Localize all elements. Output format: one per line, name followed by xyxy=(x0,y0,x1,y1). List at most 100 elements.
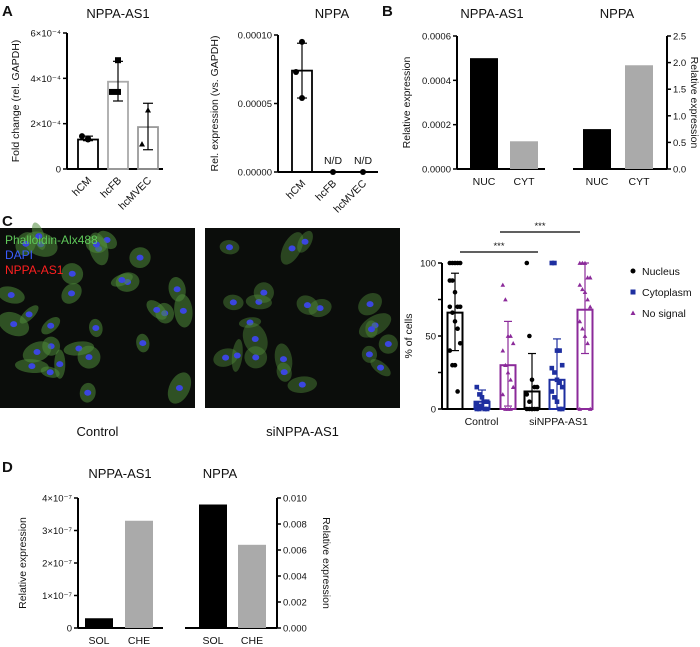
x-tick-label: hcFB xyxy=(313,178,339,204)
nucleus xyxy=(35,233,43,240)
data-point xyxy=(559,384,565,390)
data-point xyxy=(500,392,506,397)
nd-label: N/D xyxy=(324,155,343,167)
x-tick-label: SOL xyxy=(202,635,223,647)
nucleus xyxy=(377,364,385,371)
data-point xyxy=(299,38,305,45)
bar xyxy=(125,520,153,628)
x-tick-label: NUC xyxy=(586,176,609,188)
data-point xyxy=(508,333,513,338)
nucleus xyxy=(92,241,100,248)
data-point xyxy=(529,406,535,412)
nucleus xyxy=(175,385,183,392)
y-tick-label: 3×10⁻⁷ xyxy=(42,526,72,537)
nucleus xyxy=(279,356,287,363)
y-tick-label: 0 xyxy=(56,165,61,176)
data-point xyxy=(450,278,455,283)
nucleus xyxy=(84,389,92,396)
y-tick-label: 0.5 xyxy=(673,138,686,149)
x-tick-label: hCM xyxy=(70,175,94,199)
y-tick-label: 0.002 xyxy=(283,598,307,609)
data-point xyxy=(577,406,583,411)
y-axis-label: Relative expression xyxy=(688,57,700,149)
nucleus xyxy=(298,381,306,388)
nucleus xyxy=(367,326,375,333)
chart-C xyxy=(438,231,636,412)
nucleus xyxy=(68,290,76,297)
bar xyxy=(583,129,611,169)
data-point xyxy=(554,377,560,383)
data-point xyxy=(577,282,583,287)
nucleus xyxy=(365,351,373,358)
data-point xyxy=(557,348,562,353)
data-point xyxy=(145,107,151,113)
data-point xyxy=(455,389,460,394)
y-tick-label: 0 xyxy=(431,405,436,416)
nucleus xyxy=(179,307,187,314)
bar xyxy=(77,138,99,170)
y-tick-label: 0.008 xyxy=(283,520,307,531)
x-tick-label: CHE xyxy=(241,635,263,647)
data-point xyxy=(474,384,480,390)
data-point xyxy=(474,402,480,407)
legend-label: Nucleus xyxy=(642,266,680,278)
nucleus xyxy=(136,254,144,261)
data-point xyxy=(587,304,593,309)
data-point xyxy=(115,57,121,64)
data-point xyxy=(630,289,636,295)
data-point xyxy=(457,341,463,346)
data-point xyxy=(79,133,85,140)
nucleus xyxy=(68,270,76,277)
data-point xyxy=(500,282,506,287)
data-point xyxy=(549,389,555,394)
panel-label-A: A xyxy=(2,3,13,20)
nucleus xyxy=(255,298,263,305)
nd-label: N/D xyxy=(354,155,373,167)
nucleus xyxy=(85,354,93,361)
data-point xyxy=(500,348,506,353)
data-point xyxy=(552,260,557,266)
data-point xyxy=(557,406,562,412)
data-point xyxy=(524,392,530,397)
data-point xyxy=(630,310,636,315)
data-point xyxy=(582,289,588,295)
data-point xyxy=(450,310,455,315)
y-tick-label: 4×10⁻⁴ xyxy=(31,74,62,85)
data-point xyxy=(510,384,516,389)
panel-label-D: D xyxy=(2,459,13,476)
chart-title: NPPA xyxy=(600,6,635,21)
y-tick-label: 2.5 xyxy=(673,32,686,43)
y-axis-label: Relative expression xyxy=(401,57,413,149)
data-point xyxy=(360,169,366,175)
y-tick-label: 100 xyxy=(420,259,436,270)
nucleus xyxy=(153,306,161,313)
chart-D2 xyxy=(185,497,281,629)
nucleus xyxy=(252,354,260,361)
data-point xyxy=(477,403,482,409)
chart-title: NPPA-AS1 xyxy=(88,466,151,481)
bar xyxy=(625,65,653,169)
data-point xyxy=(115,88,121,95)
y-axis-label: Fold change (rel. GAPDH) xyxy=(10,40,22,163)
nucleus xyxy=(92,324,100,331)
nucleus xyxy=(251,335,259,342)
data-point xyxy=(577,319,583,324)
data-point xyxy=(582,333,588,338)
bar xyxy=(238,544,266,628)
y-tick-label: 1.5 xyxy=(673,85,686,96)
y-tick-label: 0.004 xyxy=(283,572,307,583)
data-point xyxy=(582,260,588,265)
micrograph-legend-1: DAPI xyxy=(5,248,33,262)
y-tick-label: 6×10⁻⁴ xyxy=(31,29,62,40)
data-point xyxy=(580,326,585,331)
nucleus xyxy=(288,245,296,252)
chart-B2 xyxy=(573,35,671,170)
y-tick-label: 2×10⁻⁴ xyxy=(31,119,62,130)
data-point xyxy=(452,289,458,295)
nucleus xyxy=(47,322,55,329)
x-tick-label: CYT xyxy=(514,176,536,188)
y-tick-label: 0.00000 xyxy=(238,168,272,179)
y-tick-label: 0.0002 xyxy=(422,120,451,131)
x-tick-label: hCM xyxy=(284,178,308,202)
